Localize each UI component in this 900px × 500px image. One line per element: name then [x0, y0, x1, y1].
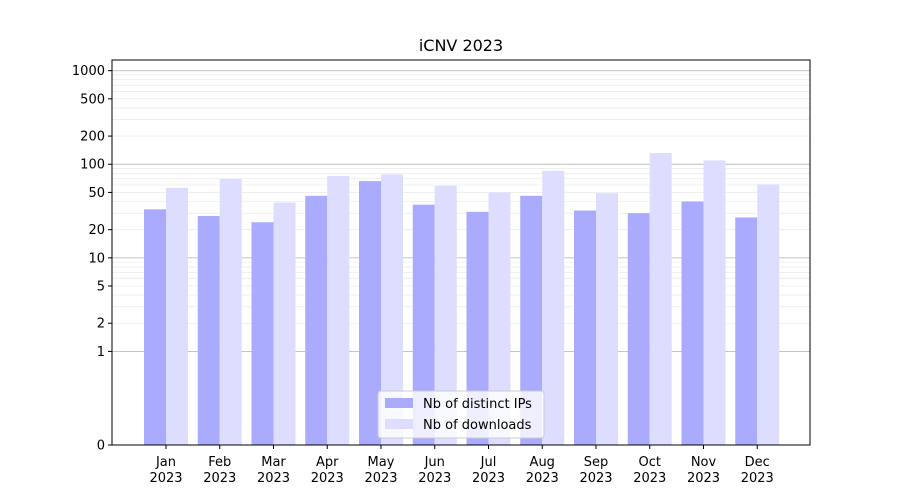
x-tick-label-month: Nov [691, 455, 717, 470]
bars-layer [144, 152, 780, 446]
bar-downloads-dec [757, 184, 780, 445]
x-tick-label-year: 2023 [687, 471, 720, 486]
x-tick-label-month: Apr [316, 455, 339, 470]
bar-distinct-ips-apr [305, 195, 328, 445]
x-tick-label-year: 2023 [311, 471, 344, 486]
x-tick-label-year: 2023 [472, 471, 505, 486]
bar-distinct-ips-jun [412, 204, 435, 445]
bar-distinct-ips-dec [735, 217, 758, 445]
plot-frame [111, 59, 811, 446]
x-tick-label-year: 2023 [257, 471, 290, 486]
y-tick-label: 10 [88, 251, 105, 266]
y-tick-label: 2 [97, 317, 105, 332]
bar-distinct-ips-mar [251, 222, 274, 445]
y-axis: 0 1 2 5 10 20 50 100 200 500 1000 [72, 64, 112, 454]
x-tick-label-month: Jun [424, 455, 445, 470]
bar-downloads-apr [327, 175, 350, 445]
x-tick-label-year: 2023 [149, 471, 182, 486]
x-tick-label-year: 2023 [633, 471, 666, 486]
x-tick-label-year: 2023 [579, 471, 612, 486]
bar-downloads-jan [166, 187, 188, 445]
bar-distinct-ips-oct [627, 213, 650, 445]
bar-downloads-nov [703, 160, 726, 445]
bar-downloads-feb [219, 178, 242, 446]
x-tick-label-year: 2023 [418, 471, 451, 486]
x-tick-label-year: 2023 [203, 471, 236, 486]
legend: Nb of distinct IPs Nb of downloads [377, 390, 545, 439]
x-tick-label-month: Aug [530, 455, 555, 470]
legend-swatch-downloads [385, 419, 413, 429]
y-tick-label: 1 [97, 345, 105, 360]
y-tick-label: 100 [80, 158, 105, 173]
y-tick-label: 0 [97, 439, 105, 454]
bar-downloads-oct [649, 152, 672, 445]
x-tick-label-year: 2023 [364, 471, 397, 486]
x-tick-label-month: Mar [261, 455, 286, 470]
bar-distinct-ips-jan [144, 209, 166, 445]
legend-swatch-distinct-ips [385, 398, 413, 408]
legend-box [377, 390, 545, 439]
bar-downloads-sep [596, 193, 618, 445]
bar-downloads-jul [488, 192, 511, 445]
x-tick-label-month: Dec [745, 455, 770, 470]
legend-label-downloads: Nb of downloads [423, 418, 532, 433]
bar-downloads-jun [434, 185, 457, 446]
chart-title: iCNV 2023 [419, 36, 503, 55]
bar-distinct-ips-nov [681, 201, 704, 445]
x-tick-label-month: Oct [639, 455, 661, 470]
legend-label-distinct-ips: Nb of distinct IPs [423, 397, 532, 412]
y-tick-label: 5 [97, 280, 105, 295]
x-tick-label-month: Sep [584, 455, 609, 470]
x-tick-label-month: Jul [480, 455, 497, 470]
y-tick-label: 1000 [72, 64, 105, 79]
bar-distinct-ips-aug [520, 195, 543, 445]
x-tick-label-year: 2023 [526, 471, 559, 486]
x-axis: Jan2023Feb2023Mar2023Apr2023May2023Jun20… [149, 445, 774, 486]
bar-downloads-aug [542, 170, 565, 446]
bar-distinct-ips-may [359, 181, 381, 445]
y-tick-label: 50 [88, 186, 105, 201]
bar-distinct-ips-sep [574, 210, 596, 445]
bar-distinct-ips-feb [197, 215, 220, 445]
x-tick-label-month: Jan [155, 455, 176, 470]
y-tick-label: 500 [80, 92, 105, 107]
bar-downloads-mar [273, 202, 296, 445]
x-tick-label-year: 2023 [741, 471, 774, 486]
y-tick-label: 200 [80, 130, 105, 145]
bar-downloads-may [381, 174, 403, 445]
y-tick-label: 20 [88, 223, 105, 238]
x-tick-label-month: Feb [208, 455, 231, 470]
x-tick-label-month: May [368, 455, 395, 470]
bar-distinct-ips-jul [466, 211, 489, 445]
